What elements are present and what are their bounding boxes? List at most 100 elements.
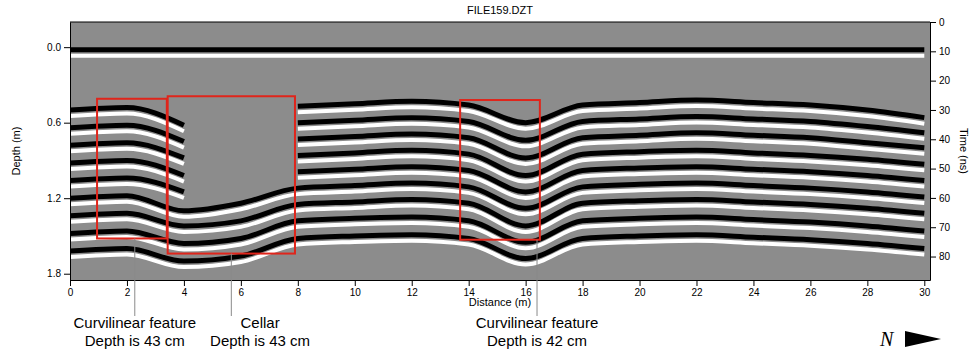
- axis-line: [70, 23, 71, 281]
- annotation: Curvilinear featureDepth is 43 cm: [74, 314, 197, 349]
- tick: 6: [239, 280, 245, 298]
- tick: 0: [930, 17, 945, 28]
- leader: [537, 240, 538, 316]
- tick-mark: [930, 139, 936, 140]
- reflector: [70, 235, 924, 261]
- tick-label: 60: [939, 193, 951, 204]
- annotation-label: Curvilinear feature: [74, 314, 197, 331]
- tick-label: 26: [805, 287, 817, 298]
- tick: 0.0: [47, 42, 70, 53]
- tick-mark: [930, 198, 936, 199]
- tick-label: 0: [68, 287, 74, 298]
- leader: [134, 238, 135, 316]
- tick-mark: [930, 110, 936, 111]
- frame: [70, 22, 930, 23]
- y-axis-title: Depth (m): [10, 127, 22, 176]
- tick-label: 10: [350, 287, 362, 298]
- tick: 12: [407, 280, 419, 298]
- annotation-text: Depth is 42 cm: [487, 332, 587, 349]
- plot-area: [70, 50, 924, 267]
- annotation-text: Depth is 43 cm: [85, 332, 185, 349]
- tick-mark: [930, 51, 936, 52]
- tick-label: 30: [919, 287, 931, 298]
- tick-mark: [64, 47, 70, 48]
- feature-box: [97, 99, 167, 239]
- tick-mark: [469, 280, 470, 286]
- tick-label: 8: [296, 287, 302, 298]
- annotation-label: Cellar: [240, 314, 279, 331]
- tick-mark: [241, 280, 242, 286]
- chart: FILE159.DZT0246810121416182022242628300.…: [0, 0, 979, 356]
- tick-label: 18: [578, 287, 590, 298]
- tick-label: 10: [939, 46, 951, 57]
- tick: 10: [350, 280, 362, 298]
- tick: 30: [919, 280, 931, 298]
- north-arrow: [905, 331, 941, 347]
- tick: 8: [296, 280, 302, 298]
- leader: [231, 254, 232, 316]
- axis-line: [71, 280, 931, 281]
- tick-mark: [64, 198, 70, 199]
- tick-label: 70: [939, 222, 951, 233]
- reflector-halo: [70, 54, 924, 58]
- tick-mark: [924, 280, 925, 286]
- feature-box: [460, 100, 540, 240]
- tick-mark: [184, 280, 185, 286]
- annotation-text: Depth is 43 cm: [210, 332, 310, 349]
- tick-label: 40: [939, 134, 951, 145]
- tick-label: 1.2: [47, 193, 61, 204]
- tick: 1.8: [47, 268, 70, 279]
- tick-mark: [930, 22, 936, 23]
- tick: 1.2: [47, 193, 70, 204]
- tick: 70: [930, 222, 951, 233]
- axis-line: [930, 23, 931, 281]
- tick-label: 22: [691, 287, 703, 298]
- tick-mark: [583, 280, 584, 286]
- tick: 0.6: [47, 117, 70, 128]
- tick: 10: [930, 46, 951, 57]
- tick-label: 20: [939, 75, 951, 86]
- north-label: N: [879, 328, 895, 350]
- tick: 40: [930, 134, 951, 145]
- annotation: Curvilinear featureDepth is 42 cm: [476, 314, 599, 349]
- tick: 20: [930, 75, 951, 86]
- tick-label: 2: [125, 287, 131, 298]
- tick-label: 4: [182, 287, 188, 298]
- tick: 0: [68, 280, 74, 298]
- annotation: CellarDepth is 43 cm: [210, 314, 310, 349]
- x-axis-title: Distance (m): [469, 296, 531, 308]
- tick: 22: [691, 280, 703, 298]
- tick-mark: [810, 280, 811, 286]
- plot-background: [70, 22, 930, 280]
- tick: 50: [930, 163, 951, 174]
- tick: 26: [805, 280, 817, 298]
- y2-axis-title: Time (ns): [958, 128, 970, 174]
- tick-mark: [753, 280, 754, 286]
- tick: 2: [125, 280, 131, 298]
- tick-mark: [640, 280, 641, 286]
- tick-label: 20: [634, 287, 646, 298]
- tick-mark: [930, 257, 936, 258]
- y-axis: 0.0 0.6 1.2 1.8: [47, 23, 70, 281]
- tick-label: 30: [939, 105, 951, 116]
- tick: 24: [748, 280, 760, 298]
- tick-label: 1.8: [47, 268, 61, 279]
- tick: 28: [862, 280, 874, 298]
- annotation-label: Curvilinear feature: [476, 314, 599, 331]
- reflector: [70, 47, 924, 52]
- tick-label: 80: [939, 251, 951, 262]
- tick-label: 0.0: [47, 42, 61, 53]
- tick-mark: [64, 274, 70, 275]
- tick-mark: [64, 123, 70, 124]
- tick: 80: [930, 251, 951, 262]
- tick-label: 24: [748, 287, 760, 298]
- tick-mark: [127, 280, 128, 286]
- title: FILE159.DZT: [467, 4, 533, 16]
- tick: 60: [930, 193, 951, 204]
- tick-mark: [526, 280, 527, 286]
- tick-label: 0: [939, 17, 945, 28]
- tick: 30: [930, 105, 951, 116]
- feature-box: [168, 96, 295, 253]
- tick-mark: [298, 280, 299, 286]
- tick: 20: [634, 280, 646, 298]
